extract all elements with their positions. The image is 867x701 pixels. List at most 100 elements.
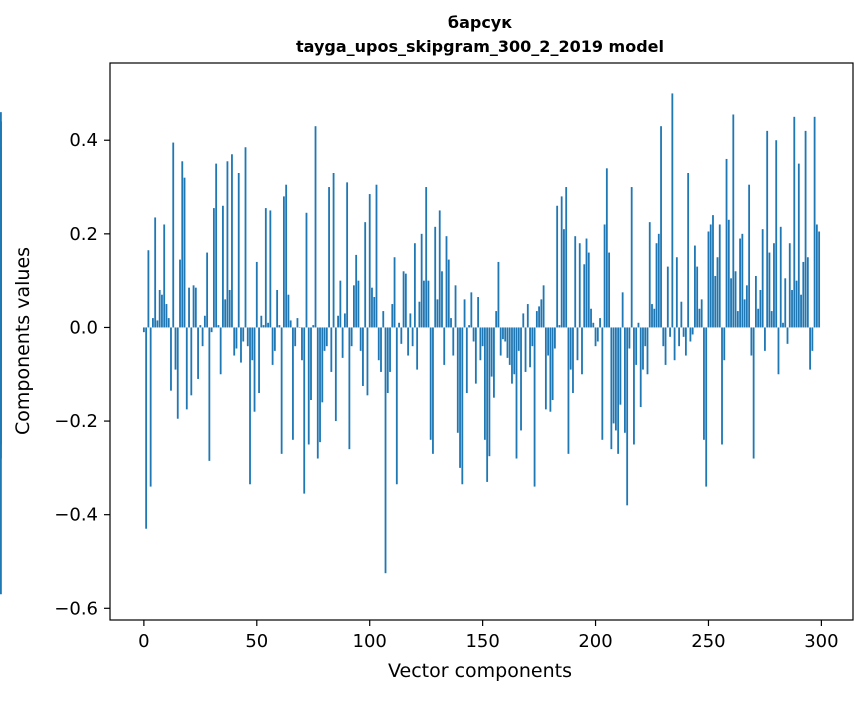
bar (597, 327, 599, 341)
bar (197, 327, 199, 378)
bar (294, 327, 296, 346)
bar (373, 297, 375, 327)
bar (678, 327, 680, 346)
bar (428, 281, 430, 328)
bar (437, 299, 439, 327)
bar (721, 327, 723, 444)
bar (0, 147, 2, 327)
bar (150, 327, 152, 486)
bar (204, 316, 206, 328)
bar (161, 295, 163, 328)
bar (215, 164, 217, 328)
bar (479, 327, 481, 360)
bar (516, 327, 518, 458)
bar (430, 327, 432, 439)
x-tick-label: 0 (138, 631, 149, 652)
bar (319, 327, 321, 442)
bar (730, 278, 732, 327)
bar (543, 285, 545, 327)
bar (762, 229, 764, 327)
bar (464, 299, 466, 327)
bar (782, 323, 784, 328)
bar (565, 187, 567, 327)
bar (723, 327, 725, 360)
bar (355, 255, 357, 328)
bar (473, 327, 475, 341)
bar (538, 306, 540, 327)
bar (653, 309, 655, 328)
bar (394, 257, 396, 327)
bar (385, 327, 387, 573)
bar (152, 318, 154, 327)
bar (599, 318, 601, 327)
bar (500, 327, 502, 355)
bar (735, 271, 737, 327)
bar (263, 325, 265, 327)
bar (278, 325, 280, 327)
bar (202, 327, 204, 346)
bar (750, 327, 752, 355)
bar (540, 299, 542, 327)
bar (592, 323, 594, 328)
bar (818, 232, 820, 328)
bar (662, 327, 664, 346)
bar (559, 325, 561, 327)
bar (380, 327, 382, 371)
bar (443, 327, 445, 364)
bar (642, 327, 644, 369)
bar (588, 253, 590, 328)
bar (676, 257, 678, 327)
bar (222, 206, 224, 328)
bar (306, 213, 308, 328)
bar (260, 316, 262, 328)
y-tick-label: −0.2 (54, 411, 98, 432)
bar (629, 327, 631, 348)
bar (522, 313, 524, 327)
bars-group (0, 93, 820, 594)
bar (330, 327, 332, 371)
bar (403, 271, 405, 327)
bar (310, 327, 312, 400)
bar (649, 222, 651, 327)
bar (470, 292, 472, 327)
bar (511, 327, 513, 383)
bar (644, 327, 646, 346)
bar (163, 224, 165, 327)
bar (561, 196, 563, 327)
bar (796, 281, 798, 328)
bar (640, 327, 642, 407)
bar (814, 117, 816, 328)
bar (224, 299, 226, 327)
bar (387, 327, 389, 393)
bar (778, 327, 780, 374)
bar (335, 327, 337, 421)
bar (360, 327, 362, 350)
bar (739, 239, 741, 328)
bar (337, 316, 339, 328)
bar (484, 327, 486, 439)
bar (452, 327, 454, 355)
bar (581, 327, 583, 374)
bar (258, 327, 260, 393)
bar (188, 288, 190, 328)
bar (809, 327, 811, 369)
bar (489, 327, 491, 456)
bar (364, 222, 366, 327)
bar (622, 292, 624, 327)
bar (166, 304, 168, 327)
bar (755, 276, 757, 327)
bar (285, 185, 287, 328)
bar (177, 327, 179, 418)
bar (274, 327, 276, 350)
bar (405, 274, 407, 328)
bar (816, 224, 818, 327)
bar (297, 318, 299, 327)
bar (689, 327, 691, 341)
bar (606, 168, 608, 327)
bar (807, 257, 809, 327)
bar (547, 327, 549, 355)
bar (563, 229, 565, 327)
bar (737, 311, 739, 327)
y-tick-label: −0.6 (54, 598, 98, 619)
bar (170, 327, 172, 390)
